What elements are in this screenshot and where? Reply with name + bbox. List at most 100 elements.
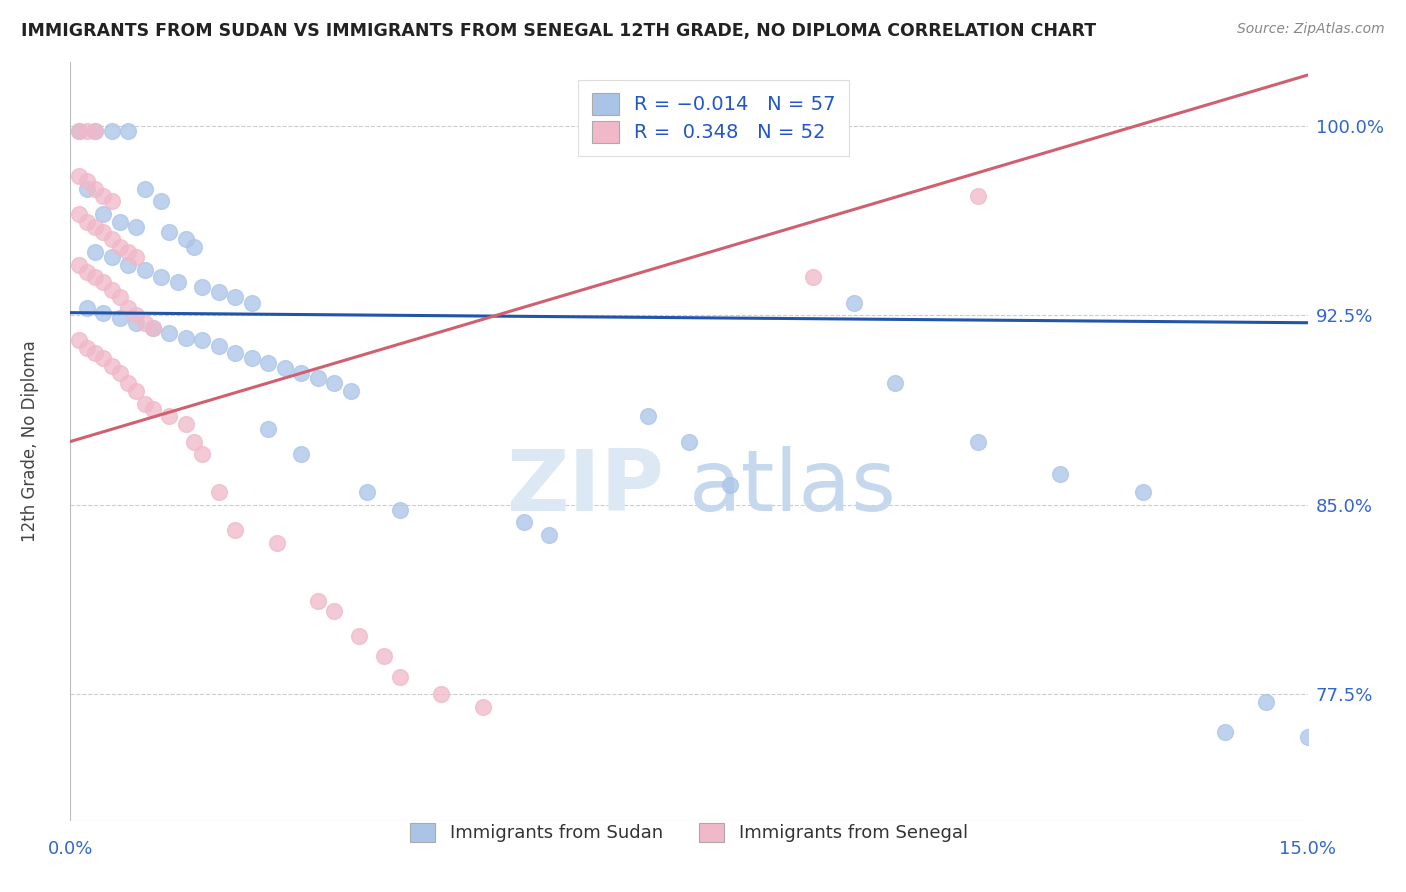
Point: [125, 384, 148, 398]
Point: [67, 169, 90, 183]
Point: [100, 283, 122, 297]
Point: [134, 182, 156, 196]
Point: [1049, 467, 1071, 482]
Point: [84, 244, 107, 259]
Point: [142, 320, 165, 334]
Point: [966, 434, 988, 449]
Point: [307, 594, 329, 608]
Point: [108, 240, 131, 254]
Point: [323, 376, 346, 391]
Point: [389, 669, 412, 683]
Point: [76, 215, 98, 229]
Point: [142, 401, 165, 416]
Point: [67, 124, 90, 138]
Point: [1256, 695, 1278, 709]
Point: [157, 326, 180, 340]
Point: [150, 194, 173, 209]
Point: [257, 422, 280, 436]
Point: [117, 124, 139, 138]
Point: [347, 629, 370, 643]
Point: [117, 301, 139, 315]
Point: [76, 124, 98, 138]
Point: [125, 308, 148, 322]
Text: ZIP: ZIP: [506, 445, 664, 529]
Point: [67, 334, 90, 348]
Point: [84, 182, 107, 196]
Point: [84, 124, 107, 138]
Point: [134, 262, 156, 277]
Point: [76, 301, 98, 315]
Point: [191, 280, 214, 294]
Point: [150, 270, 173, 285]
Point: [84, 346, 107, 360]
Point: [339, 384, 361, 398]
Point: [76, 341, 98, 355]
Point: [1213, 725, 1236, 739]
Point: [91, 207, 114, 221]
Text: 0.0%: 0.0%: [48, 839, 93, 857]
Point: [183, 240, 205, 254]
Point: [67, 207, 90, 221]
Text: IMMIGRANTS FROM SUDAN VS IMMIGRANTS FROM SENEGAL 12TH GRADE, NO DIPLOMA CORRELAT: IMMIGRANTS FROM SUDAN VS IMMIGRANTS FROM…: [21, 22, 1097, 40]
Point: [108, 215, 131, 229]
Point: [240, 295, 263, 310]
Point: [91, 351, 114, 365]
Point: [290, 366, 312, 380]
Point: [208, 338, 231, 352]
Point: [208, 485, 231, 500]
Point: [537, 528, 560, 542]
Point: [224, 346, 246, 360]
Point: [125, 250, 148, 264]
Text: atlas: atlas: [689, 445, 897, 529]
Point: [1132, 485, 1154, 500]
Point: [884, 376, 907, 391]
Point: [100, 359, 122, 373]
Point: [100, 250, 122, 264]
Point: [373, 649, 395, 664]
Point: [91, 225, 114, 239]
Point: [637, 409, 659, 424]
Point: [166, 275, 188, 289]
Legend: Immigrants from Sudan, Immigrants from Senegal: Immigrants from Sudan, Immigrants from S…: [399, 812, 979, 854]
Point: [134, 396, 156, 410]
Point: [183, 434, 205, 449]
Point: [1296, 730, 1319, 744]
Point: [134, 316, 156, 330]
Point: [966, 189, 988, 203]
Point: [117, 244, 139, 259]
Point: [84, 270, 107, 285]
Point: [266, 535, 288, 549]
Point: [678, 434, 700, 449]
Point: [174, 331, 197, 345]
Point: [117, 258, 139, 272]
Point: [718, 477, 741, 491]
Point: [274, 361, 297, 376]
Point: [108, 366, 131, 380]
Point: [801, 270, 824, 285]
Point: [125, 316, 148, 330]
Point: [257, 356, 280, 370]
Point: [100, 194, 122, 209]
Text: 12th Grade, No Diploma: 12th Grade, No Diploma: [21, 341, 39, 542]
Point: [76, 174, 98, 188]
Point: [67, 258, 90, 272]
Point: [430, 687, 453, 701]
Point: [240, 351, 263, 365]
Point: [191, 334, 214, 348]
Point: [191, 447, 214, 461]
Point: [91, 305, 114, 319]
Point: [91, 275, 114, 289]
Point: [157, 409, 180, 424]
Point: [842, 295, 865, 310]
Point: [142, 320, 165, 334]
Point: [174, 417, 197, 431]
Point: [108, 290, 131, 304]
Point: [157, 225, 180, 239]
Point: [356, 485, 378, 500]
Point: [224, 523, 246, 537]
Point: [117, 376, 139, 391]
Point: [471, 700, 494, 714]
Point: [307, 371, 329, 385]
Point: [323, 604, 346, 618]
Point: [108, 310, 131, 325]
